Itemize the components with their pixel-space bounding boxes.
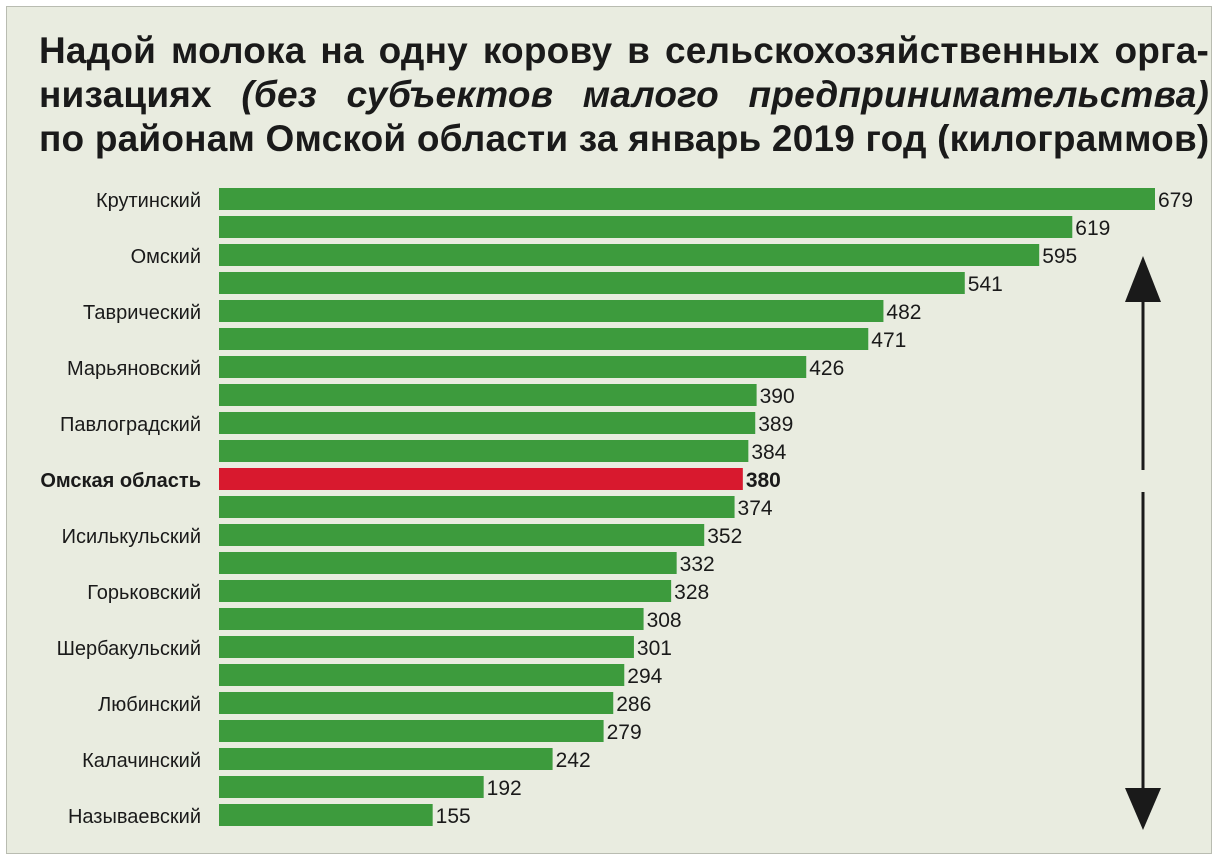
category-label-6: Марьяновский [67,358,201,380]
bars-group: 679 Крутинский 619 595 Омский 541 482 Таврическ… [40,188,1193,828]
trend-arrows [1125,256,1161,830]
title-line-2-normal: низациях [39,74,212,115]
value-label-13: 332 [680,553,715,576]
bar-9 [219,440,749,462]
category-label-8: Павлоградский [60,414,201,436]
bar-17 [219,664,625,686]
bar-12 [219,524,705,546]
value-label-9: 384 [751,441,786,464]
title-line-2: низациях (без субъектов малого предприни… [39,73,1209,117]
bar-21 [219,776,484,798]
bar-14 [219,580,672,602]
value-label-11: 374 [738,497,773,520]
value-label-3: 541 [968,273,1003,296]
bar-5 [219,328,869,350]
bar-20 [219,748,553,770]
value-label-14: 328 [674,581,709,604]
value-label-21: 192 [487,777,522,800]
bar-2 [219,244,1040,266]
title-line-2-italic: (без субъектов малого предпринимательств… [241,74,1209,115]
bar-8 [219,412,756,434]
chart-title: Надой молока на одну корову в сельскохоз… [39,29,1209,161]
category-label-20: Калачинский [82,750,201,772]
value-label-10: 380 [746,469,781,492]
bar-10 [219,468,743,490]
category-label-4: Таврический [83,302,201,324]
bar-16 [219,636,634,658]
bar-3 [219,272,965,294]
category-label-16: Шербакульский [57,638,201,660]
value-label-12: 352 [707,525,742,548]
category-label-0: Крутинский [96,190,201,212]
title-line-1: Надой молока на одну корову в сельскохоз… [39,30,1209,71]
down-arrow-icon [1125,788,1161,830]
value-label-5: 471 [871,329,906,352]
bar-19 [219,720,604,742]
bar-13 [219,552,677,574]
value-label-2: 595 [1042,245,1077,268]
category-label-10: Омская область [40,470,201,492]
value-label-22: 155 [436,805,471,828]
category-label-14: Горьковский [87,582,201,604]
category-label-22: Называевский [68,806,201,828]
value-label-15: 308 [647,609,682,632]
category-label-2: Омский [131,246,201,268]
title-line-3: по районам Омской области за январь 2019… [39,118,1210,159]
value-label-17: 294 [627,665,662,688]
value-label-19: 279 [607,721,642,744]
value-label-0: 679 [1158,189,1193,212]
bar-7 [219,384,757,406]
up-arrow-icon [1125,256,1161,302]
category-label-18: Любинский [98,694,201,716]
bar-18 [219,692,614,714]
value-label-1: 619 [1075,217,1110,240]
value-label-18: 286 [616,693,651,716]
bar-6 [219,356,807,378]
bar-1 [219,216,1073,238]
category-label-12: Исилькульский [62,526,201,548]
bar-11 [219,496,735,518]
value-label-8: 389 [758,413,793,436]
bar-0 [219,188,1155,210]
bar-4 [219,300,884,322]
value-label-20: 242 [556,749,591,772]
value-label-6: 426 [809,357,844,380]
bar-22 [219,804,433,826]
chart-panel: Надой молока на одну корову в сельскохоз… [6,6,1212,854]
value-label-16: 301 [637,637,672,660]
bar-15 [219,608,644,630]
value-label-7: 390 [760,385,795,408]
value-label-4: 482 [886,301,921,324]
